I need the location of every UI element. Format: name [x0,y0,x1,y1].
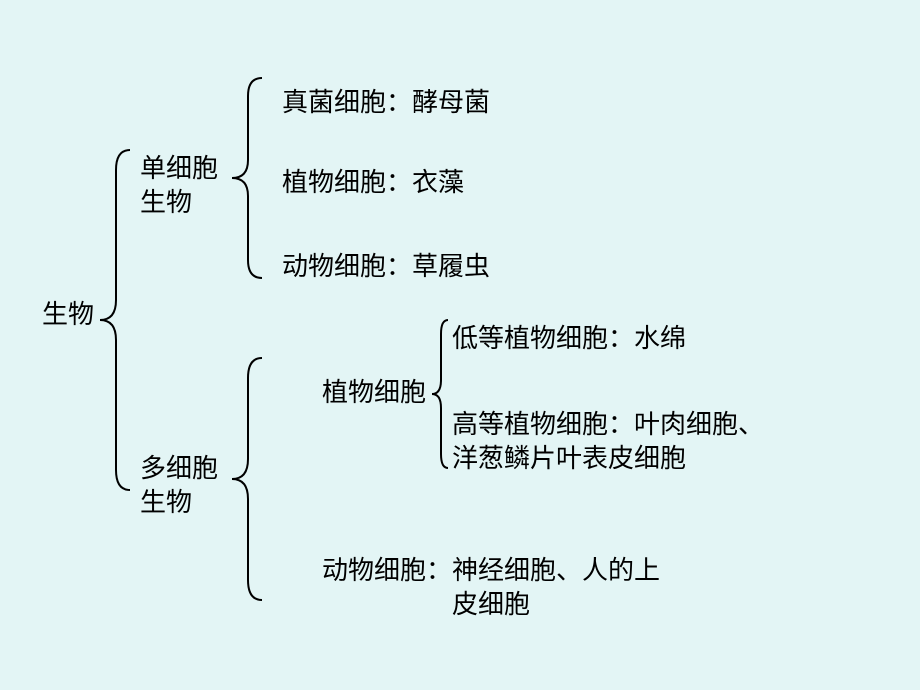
plant-child-low: 低等植物细胞：水绵 [452,322,686,356]
root-brace [100,150,130,490]
multi-animal-line2: 皮细胞 [452,590,530,619]
root-label: 生物 [42,298,94,332]
single-child-plant: 植物细胞：衣藻 [282,166,464,200]
multi-animal-label: 动物细胞：神经细胞、人的上 皮细胞 [322,554,660,622]
single-child-animal: 动物细胞：草履虫 [282,250,490,284]
level1-multi-line1: 多细胞 [140,454,218,483]
multi-brace [232,358,262,600]
plant-child-high-line2: 洋葱鳞片叶表皮细胞 [452,444,686,473]
level1-single-line2: 生物 [140,188,192,217]
plant-child-high-line1: 高等植物细胞：叶肉细胞、 [452,410,764,439]
single-child-fungus: 真菌细胞：酵母菌 [282,86,490,120]
level1-multi: 多细胞 生物 [140,452,218,520]
multi-plant-label: 植物细胞 [322,376,426,410]
plant-brace [432,320,448,468]
single-brace [232,78,262,278]
level1-multi-line2: 生物 [140,488,192,517]
level1-single: 单细胞 生物 [140,152,218,220]
level1-single-line1: 单细胞 [140,154,218,183]
plant-child-high: 高等植物细胞：叶肉细胞、 洋葱鳞片叶表皮细胞 [452,408,764,476]
multi-animal-line1: 动物细胞：神经细胞、人的上 [322,556,660,585]
